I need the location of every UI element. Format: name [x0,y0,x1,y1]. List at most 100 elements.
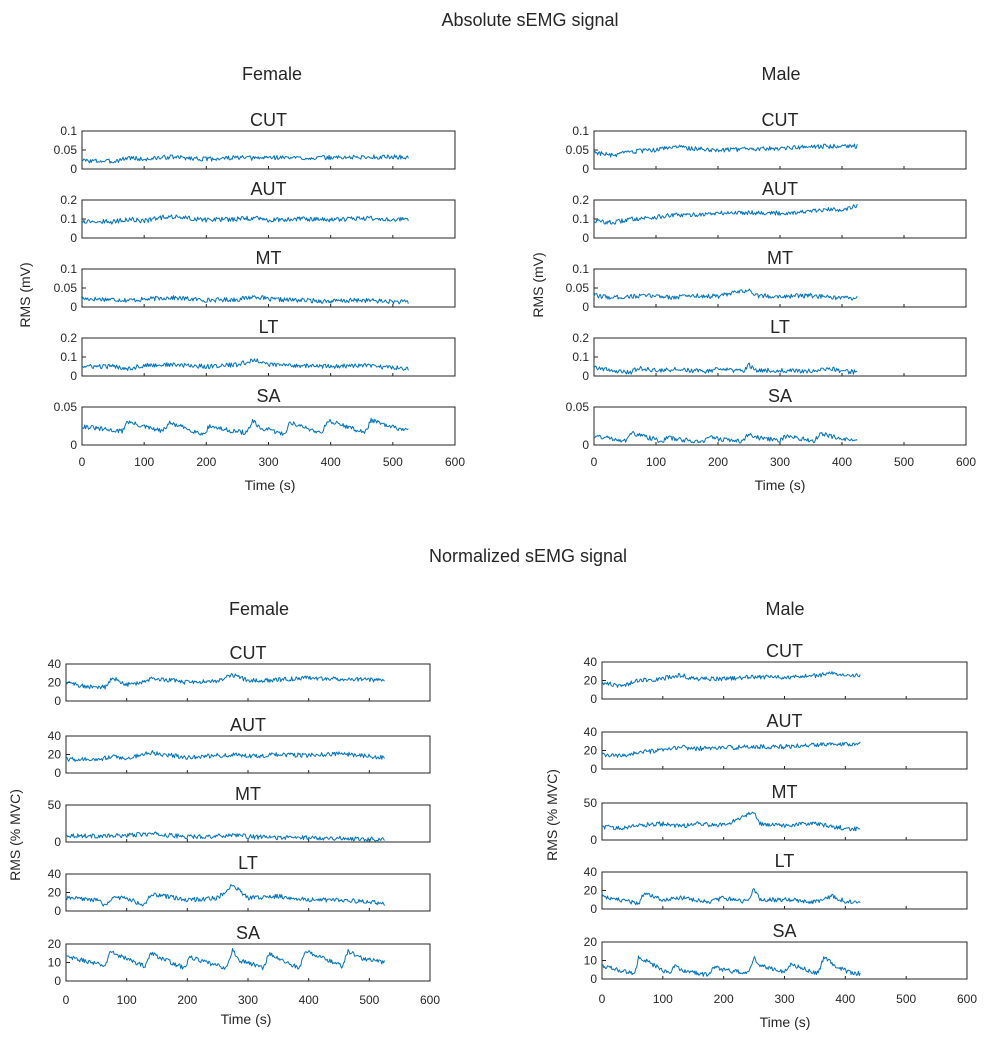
normalized-male-sa-axes [601,941,968,980]
absolute-male-mt-axes [593,268,967,308]
normalized-male-aut-subplot: AUT 40 20 0 [584,711,968,776]
absolute-male-sa-axes [593,406,967,446]
normalized-male-lt-ytick-label: 0 [590,902,597,916]
absolute-male-mt-subplot: MT 0.1 0.05 0 [566,248,967,314]
absolute-female-mt-title: MT [256,248,282,268]
absolute-male-xtick-label: 400 [832,455,852,469]
absolute-male-lt-subplot: LT 0.2 0.1 0 [572,317,967,383]
absolute-female-cut-subplot: CUT 0.1 0.05 0 [54,110,456,176]
absolute-female-title: Female [242,64,302,84]
normalized-male-sa-trace [601,955,861,977]
absolute-male-aut-title: AUT [762,179,798,199]
absolute-female-xtick-label: 400 [321,455,341,469]
normalized-female-aut-ytick-label: 0 [54,766,61,780]
normalized-male-sa-ytick-label: 10 [584,954,598,968]
normalized-male-xtick-label: 600 [957,992,977,1006]
absolute-section-title: Absolute sEMG signal [441,10,618,30]
absolute-female-ylabel: RMS (mV) [17,262,33,327]
absolute-male-sa-title: SA [768,386,792,406]
normalized-female-sa-ytick-label: 20 [48,937,62,951]
absolute-female-lt-ytick-label: 0.1 [60,350,77,364]
normalized-male-mt-ytick-label: 50 [584,796,598,810]
normalized-male-xlabel: Time (s) [760,1014,811,1030]
normalized-female-lt-trace [65,884,385,907]
normalized-male-xtick-label: 100 [653,992,673,1006]
normalized-female-xtick-label: 400 [299,993,319,1007]
normalized-female-lt-axes [65,873,431,912]
normalized-female-xtick-label: 300 [238,993,258,1007]
absolute-female-mt-trace [81,295,409,305]
normalized-female-xtick-label: 0 [63,993,70,1007]
normalized-male-mt-subplot: MT 50 0 [584,782,968,847]
absolute-female-mt-subplot: MT 0.1 0.05 0 [54,248,456,314]
absolute-female-xtick-label: 500 [383,455,403,469]
normalized-section-title: Normalized sEMG signal [429,546,627,566]
absolute-male-sa-ytick-label: 0 [582,438,589,452]
normalized-female-xlabel: Time (s) [221,1011,272,1027]
absolute-male-lt-ytick-label: 0.1 [572,350,589,364]
normalized-male-lt-title: LT [775,851,795,871]
absolute-female-lt-axes [81,337,456,377]
absolute-female-mt-ytick-label: 0 [70,300,77,314]
normalized-female-cut-ytick-label: 0 [54,694,61,708]
absolute-female-cut-axes [81,130,456,170]
normalized-female-sa-ytick-label: 10 [48,956,62,970]
normalized-female-mt-subplot: MT 50 0 [48,784,431,849]
normalized-male-cut-subplot: CUT 40 20 0 [584,641,968,706]
absolute-female-mt-ytick-label: 0.1 [60,262,77,276]
normalized-male-mt-trace [601,811,861,832]
absolute-male-aut-axes [593,199,967,239]
absolute-female-sa-ytick-label: 0.05 [54,400,78,414]
absolute-female-mt-axes [81,268,456,308]
absolute-male-cut-title: CUT [762,110,799,130]
absolute-male-aut-ytick-label: 0.2 [572,193,589,207]
absolute-male-xtick-label: 0 [591,455,598,469]
normalized-female-aut-trace [65,750,385,762]
absolute-female-xtick-label: 200 [196,455,216,469]
absolute-male-aut-ytick-label: 0.1 [572,212,589,226]
absolute-female-xtick-label: 0 [79,455,86,469]
normalized-female-xtick-label: 600 [420,993,440,1007]
absolute-female-xtick-label: 300 [258,455,278,469]
absolute-male-sa-subplot: SA 0.05 0 [566,386,967,452]
normalized-female-lt-ytick-label: 0 [54,904,61,918]
absolute-male-xlabel: Time (s) [755,477,806,493]
normalized-male-xtick-label: 500 [896,992,916,1006]
absolute-male-aut-subplot: AUT 0.2 0.1 0 [572,179,967,245]
subplot-panels: CUT 0.1 0.05 0 AUT 0.2 0.1 0 MT 0.1 0.05 0 LT 0.2 0.1 0… [48,110,978,1007]
absolute-female-cut-ytick-label: 0.1 [60,124,77,138]
normalized-male-cut-ytick-label: 20 [584,674,598,688]
normalized-male-aut-ytick-label: 20 [584,744,598,758]
normalized-female-cut-axes [65,663,431,702]
absolute-female-aut-ytick-label: 0.1 [60,212,77,226]
normalized-male-cut-ytick-label: 0 [590,692,597,706]
absolute-male-mt-ytick-label: 0.05 [566,281,590,295]
normalized-male-lt-trace [601,888,861,906]
absolute-male-cut-ytick-label: 0 [582,162,589,176]
normalized-female-sa-trace [65,948,385,971]
absolute-male-cut-subplot: CUT 0.1 0.05 0 [566,110,967,176]
normalized-male-xtick-label: 400 [835,992,855,1006]
absolute-female-lt-title: LT [259,317,279,337]
absolute-male-sa-trace [593,431,858,444]
normalized-female-aut-title: AUT [230,715,266,735]
normalized-male-xtick-label: 200 [714,992,734,1006]
absolute-male-xtick-label: 200 [708,455,728,469]
normalized-female-cut-subplot: CUT 40 20 0 [48,643,431,708]
absolute-female-lt-ytick-label: 0 [70,369,77,383]
normalized-male-mt-ytick-label: 0 [590,833,597,847]
normalized-female-title: Female [229,599,289,619]
normalized-female-xtick-label: 100 [117,993,137,1007]
absolute-female-xtick-label: 600 [445,455,465,469]
absolute-female-sa-trace [81,417,409,436]
absolute-female-mt-ytick-label: 0.05 [54,281,78,295]
absolute-male-cut-trace [593,143,858,158]
absolute-male-xtick-label: 600 [956,455,976,469]
normalized-female-xtick-label: 200 [177,993,197,1007]
absolute-male-mt-ytick-label: 0 [582,300,589,314]
absolute-male-sa-ytick-label: 0.05 [566,400,590,414]
absolute-male-lt-ytick-label: 0 [582,369,589,383]
absolute-male-lt-trace [593,362,858,375]
absolute-female-xtick-label: 100 [134,455,154,469]
